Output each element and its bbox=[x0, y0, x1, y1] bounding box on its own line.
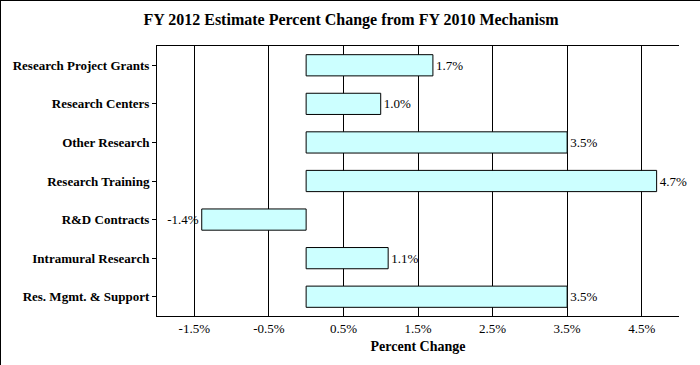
svg-text:3.5%: 3.5% bbox=[554, 321, 581, 336]
svg-text:Percent Change: Percent Change bbox=[371, 339, 466, 354]
svg-text:3.5%: 3.5% bbox=[570, 289, 597, 304]
svg-text:2.5%: 2.5% bbox=[479, 321, 506, 336]
svg-text:-0.5%: -0.5% bbox=[253, 321, 285, 336]
svg-text:-1.5%: -1.5% bbox=[179, 321, 211, 336]
svg-text:Intramural Research: Intramural Research bbox=[32, 251, 150, 266]
svg-text:4.7%: 4.7% bbox=[660, 174, 687, 189]
svg-text:1.5%: 1.5% bbox=[404, 321, 431, 336]
svg-text:1.0%: 1.0% bbox=[384, 96, 411, 111]
svg-text:-1.4%: -1.4% bbox=[167, 212, 199, 227]
svg-text:Research Project Grants: Research Project Grants bbox=[13, 58, 150, 73]
svg-text:Other Research: Other Research bbox=[62, 135, 150, 150]
svg-text:1.1%: 1.1% bbox=[391, 251, 418, 266]
svg-text:FY 2012 Estimate Percent Chang: FY 2012 Estimate Percent Change from FY … bbox=[143, 11, 559, 29]
svg-text:0.5%: 0.5% bbox=[330, 321, 357, 336]
svg-text:3.5%: 3.5% bbox=[570, 135, 597, 150]
svg-text:Research Centers: Research Centers bbox=[52, 96, 150, 111]
svg-text:Res. Mgmt. & Support: Res. Mgmt. & Support bbox=[23, 289, 150, 304]
svg-text:1.7%: 1.7% bbox=[436, 58, 463, 73]
svg-text:R&D Contracts: R&D Contracts bbox=[62, 212, 150, 227]
svg-text:Research Training: Research Training bbox=[47, 174, 150, 189]
svg-text:4.5%: 4.5% bbox=[628, 321, 655, 336]
